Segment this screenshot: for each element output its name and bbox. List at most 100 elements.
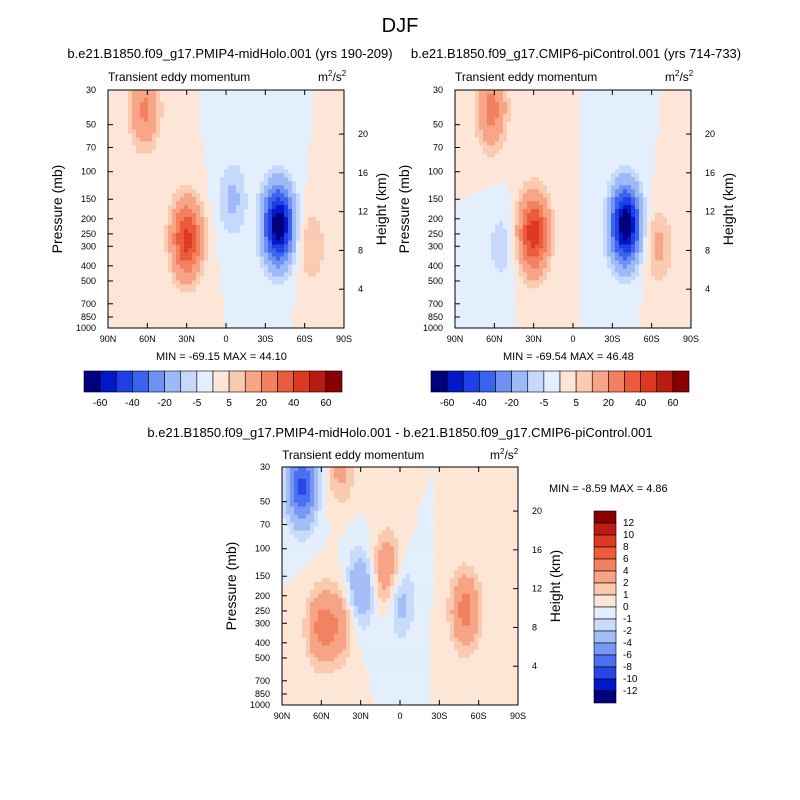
contour-cell [332,288,337,293]
contour-cell [252,308,257,313]
contour-cell [264,93,269,99]
contour-cell [324,161,329,166]
contour-cell [324,212,329,218]
contour-cell [268,280,273,285]
contour-cell [184,240,189,245]
contour-cell [256,133,261,138]
contour-cell [340,117,344,122]
contour-cell [475,117,480,122]
contour-cell [679,165,684,170]
contour-cell [280,125,285,130]
contour-cell [487,157,492,162]
contour-cell [643,149,648,154]
contour-cell [208,157,213,162]
contour-cell [152,292,157,297]
contour-cell [148,169,153,174]
contour-cell [292,149,297,154]
contour-cell [523,137,528,142]
contour-cell [543,141,548,146]
contour-cell [228,177,233,182]
contour-cell [312,240,317,245]
contour-cell [683,129,688,134]
contour-cell [224,264,229,269]
contour-cell [256,272,261,277]
contour-cell [168,272,173,277]
contour-cell [152,308,157,313]
contour-cell [144,133,149,138]
contour-cell [563,177,568,182]
contour-cell [160,90,165,95]
contour-cell [679,133,684,138]
contour-cell [212,165,217,170]
contour-cell [244,137,249,142]
contour-cell [471,121,476,126]
contour-cell [587,101,592,107]
contour-cell [108,300,113,305]
contour-cell [152,185,157,190]
contour-cell [200,216,205,222]
contour-cell [172,93,177,99]
contour-cell [567,101,572,107]
contour-cell [276,280,281,285]
contour-cell [216,209,221,214]
contour-cell [591,121,596,126]
contour-cell [128,228,133,233]
contour-cell [471,177,476,182]
contour-cell [515,101,520,107]
contour-cell [328,90,333,95]
contour-cell [651,165,656,170]
contour-cell [527,113,532,118]
contour-cell [196,212,201,218]
contour-cell [619,157,624,162]
contour-cell [671,165,676,170]
contour-cell [120,316,125,321]
contour-cell [184,268,189,273]
contour-cell [140,324,145,328]
contour-cell [112,201,117,206]
contour-cell [260,93,265,99]
contour-cell [551,177,556,182]
contour-cell [280,113,285,118]
contour-cell [172,101,177,107]
contour-cell [128,212,133,218]
contour-cell [120,324,125,328]
contour-cell [176,268,181,273]
contour-cell [164,320,169,325]
contour-cell [663,109,668,114]
contour-cell [208,212,213,218]
contour-cell [320,236,325,241]
contour-cell [300,252,305,257]
contour-cell [248,173,253,178]
contour-cell [663,93,668,99]
contour-cell [152,173,157,178]
contour-cell [459,129,464,134]
contour-cell [140,177,145,182]
contour-cell [244,316,249,321]
contour-cell [320,165,325,170]
contour-cell [216,157,221,162]
contour-cell [308,216,313,222]
contour-cell [164,165,169,170]
contour-cell [276,141,281,146]
contour-cell [332,280,337,285]
contour-cell [607,173,612,178]
contour-cell [124,300,129,305]
contour-cell [503,161,508,166]
contour-cell [244,90,249,95]
contour-cell [499,141,504,146]
contour-cell [108,276,113,281]
contour-cell [188,252,193,257]
contour-cell [268,125,273,130]
contour-cell [507,93,512,99]
contour-cell [675,133,680,138]
contour-cell [292,276,297,281]
contour-cell [256,316,261,321]
contour-cell [248,165,253,170]
contour-cell [108,324,113,328]
contour-cell [336,268,341,273]
contour-cell [232,153,237,158]
contour-cell [316,272,321,277]
contour-cell [667,113,672,118]
height-tick-label: 8 [358,245,363,255]
contour-cell [284,117,289,122]
